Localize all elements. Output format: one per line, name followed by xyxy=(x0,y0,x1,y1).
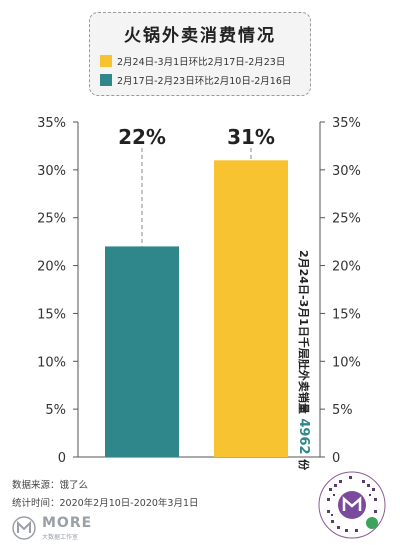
bar-value-label: 22% xyxy=(118,125,166,149)
legend-swatch-teal xyxy=(100,74,112,86)
y-tick-label-left: 30% xyxy=(37,164,66,179)
bar-chart: 0 0 5% 5% 10% 10% 15% 15% 20% 20% 25% 25% 30% 30% 35% 3… xyxy=(37,116,361,470)
more-logo-icon xyxy=(12,516,36,540)
y-tick-label-left: 20% xyxy=(37,260,66,275)
y-tick-label-right: 35% xyxy=(332,116,361,131)
y-tick-label-right: 5% xyxy=(332,403,353,418)
legend-box: 火锅外卖消费情况 2月24日-3月1日环比2月17日-2月23日 2月17日-2… xyxy=(89,12,311,96)
y-tick-label-left: 25% xyxy=(37,212,66,227)
vertical-annotation: 2月24日-3月1日千层肚外卖销量 4962 份 xyxy=(296,250,311,470)
brand-subtitle: 大数据工作室 xyxy=(42,534,79,541)
qr-code-icon xyxy=(318,471,386,539)
data-period: 统计时间：2020年2月10日-2020年3月1日 xyxy=(12,498,199,509)
y-tick-label-right: 25% xyxy=(332,212,361,227)
legend-label-yellow: 2月24日-3月1日环比2月17日-2月23日 xyxy=(117,57,286,68)
y-tick-label-left: 35% xyxy=(37,116,66,131)
y-tick-label-right: 30% xyxy=(332,164,361,179)
annotation-number: 4962 xyxy=(296,414,311,459)
y-tick-label-right: 15% xyxy=(332,307,361,322)
y-tick-label-left: 5% xyxy=(45,403,66,418)
footer: 数据来源：饿了么 统计时间：2020年2月10日-2020年3月1日 xyxy=(12,477,199,513)
annotation-suffix: 份 xyxy=(297,459,311,470)
brand-logo: MORE 大数据工作室 xyxy=(12,514,102,542)
bar-value-label: 31% xyxy=(227,125,275,149)
y-tick-label-right: 20% xyxy=(332,260,361,275)
y-tick-label-left: 15% xyxy=(37,307,66,322)
legend-swatch-yellow xyxy=(100,55,112,67)
y-tick-label-left: 10% xyxy=(37,355,66,370)
y-tick-label-right: 0 xyxy=(332,451,340,466)
legend-item-teal: 2月17日-2月23日环比2月10日-2月16日 xyxy=(100,74,291,88)
bar xyxy=(214,160,288,458)
chart-title: 火锅外卖消费情况 xyxy=(124,26,276,46)
bar xyxy=(105,246,179,457)
y-tick-label-left: 0 xyxy=(58,451,66,466)
legend-item-yellow: 2月24日-3月1日环比2月17日-2月23日 xyxy=(100,55,285,69)
legend-label-teal: 2月17日-2月23日环比2月10日-2月16日 xyxy=(117,76,292,87)
brand-name: MORE xyxy=(42,515,93,531)
annotation-prefix: 2月24日-3月1日千层肚外卖销量 xyxy=(297,250,311,414)
y-tick-label-right: 10% xyxy=(332,355,361,370)
data-source: 数据来源：饿了么 xyxy=(12,480,89,491)
